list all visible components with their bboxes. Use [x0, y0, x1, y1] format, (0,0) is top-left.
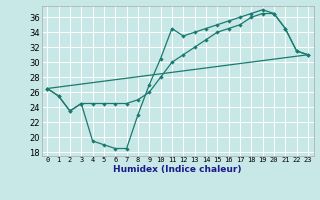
X-axis label: Humidex (Indice chaleur): Humidex (Indice chaleur)	[113, 165, 242, 174]
